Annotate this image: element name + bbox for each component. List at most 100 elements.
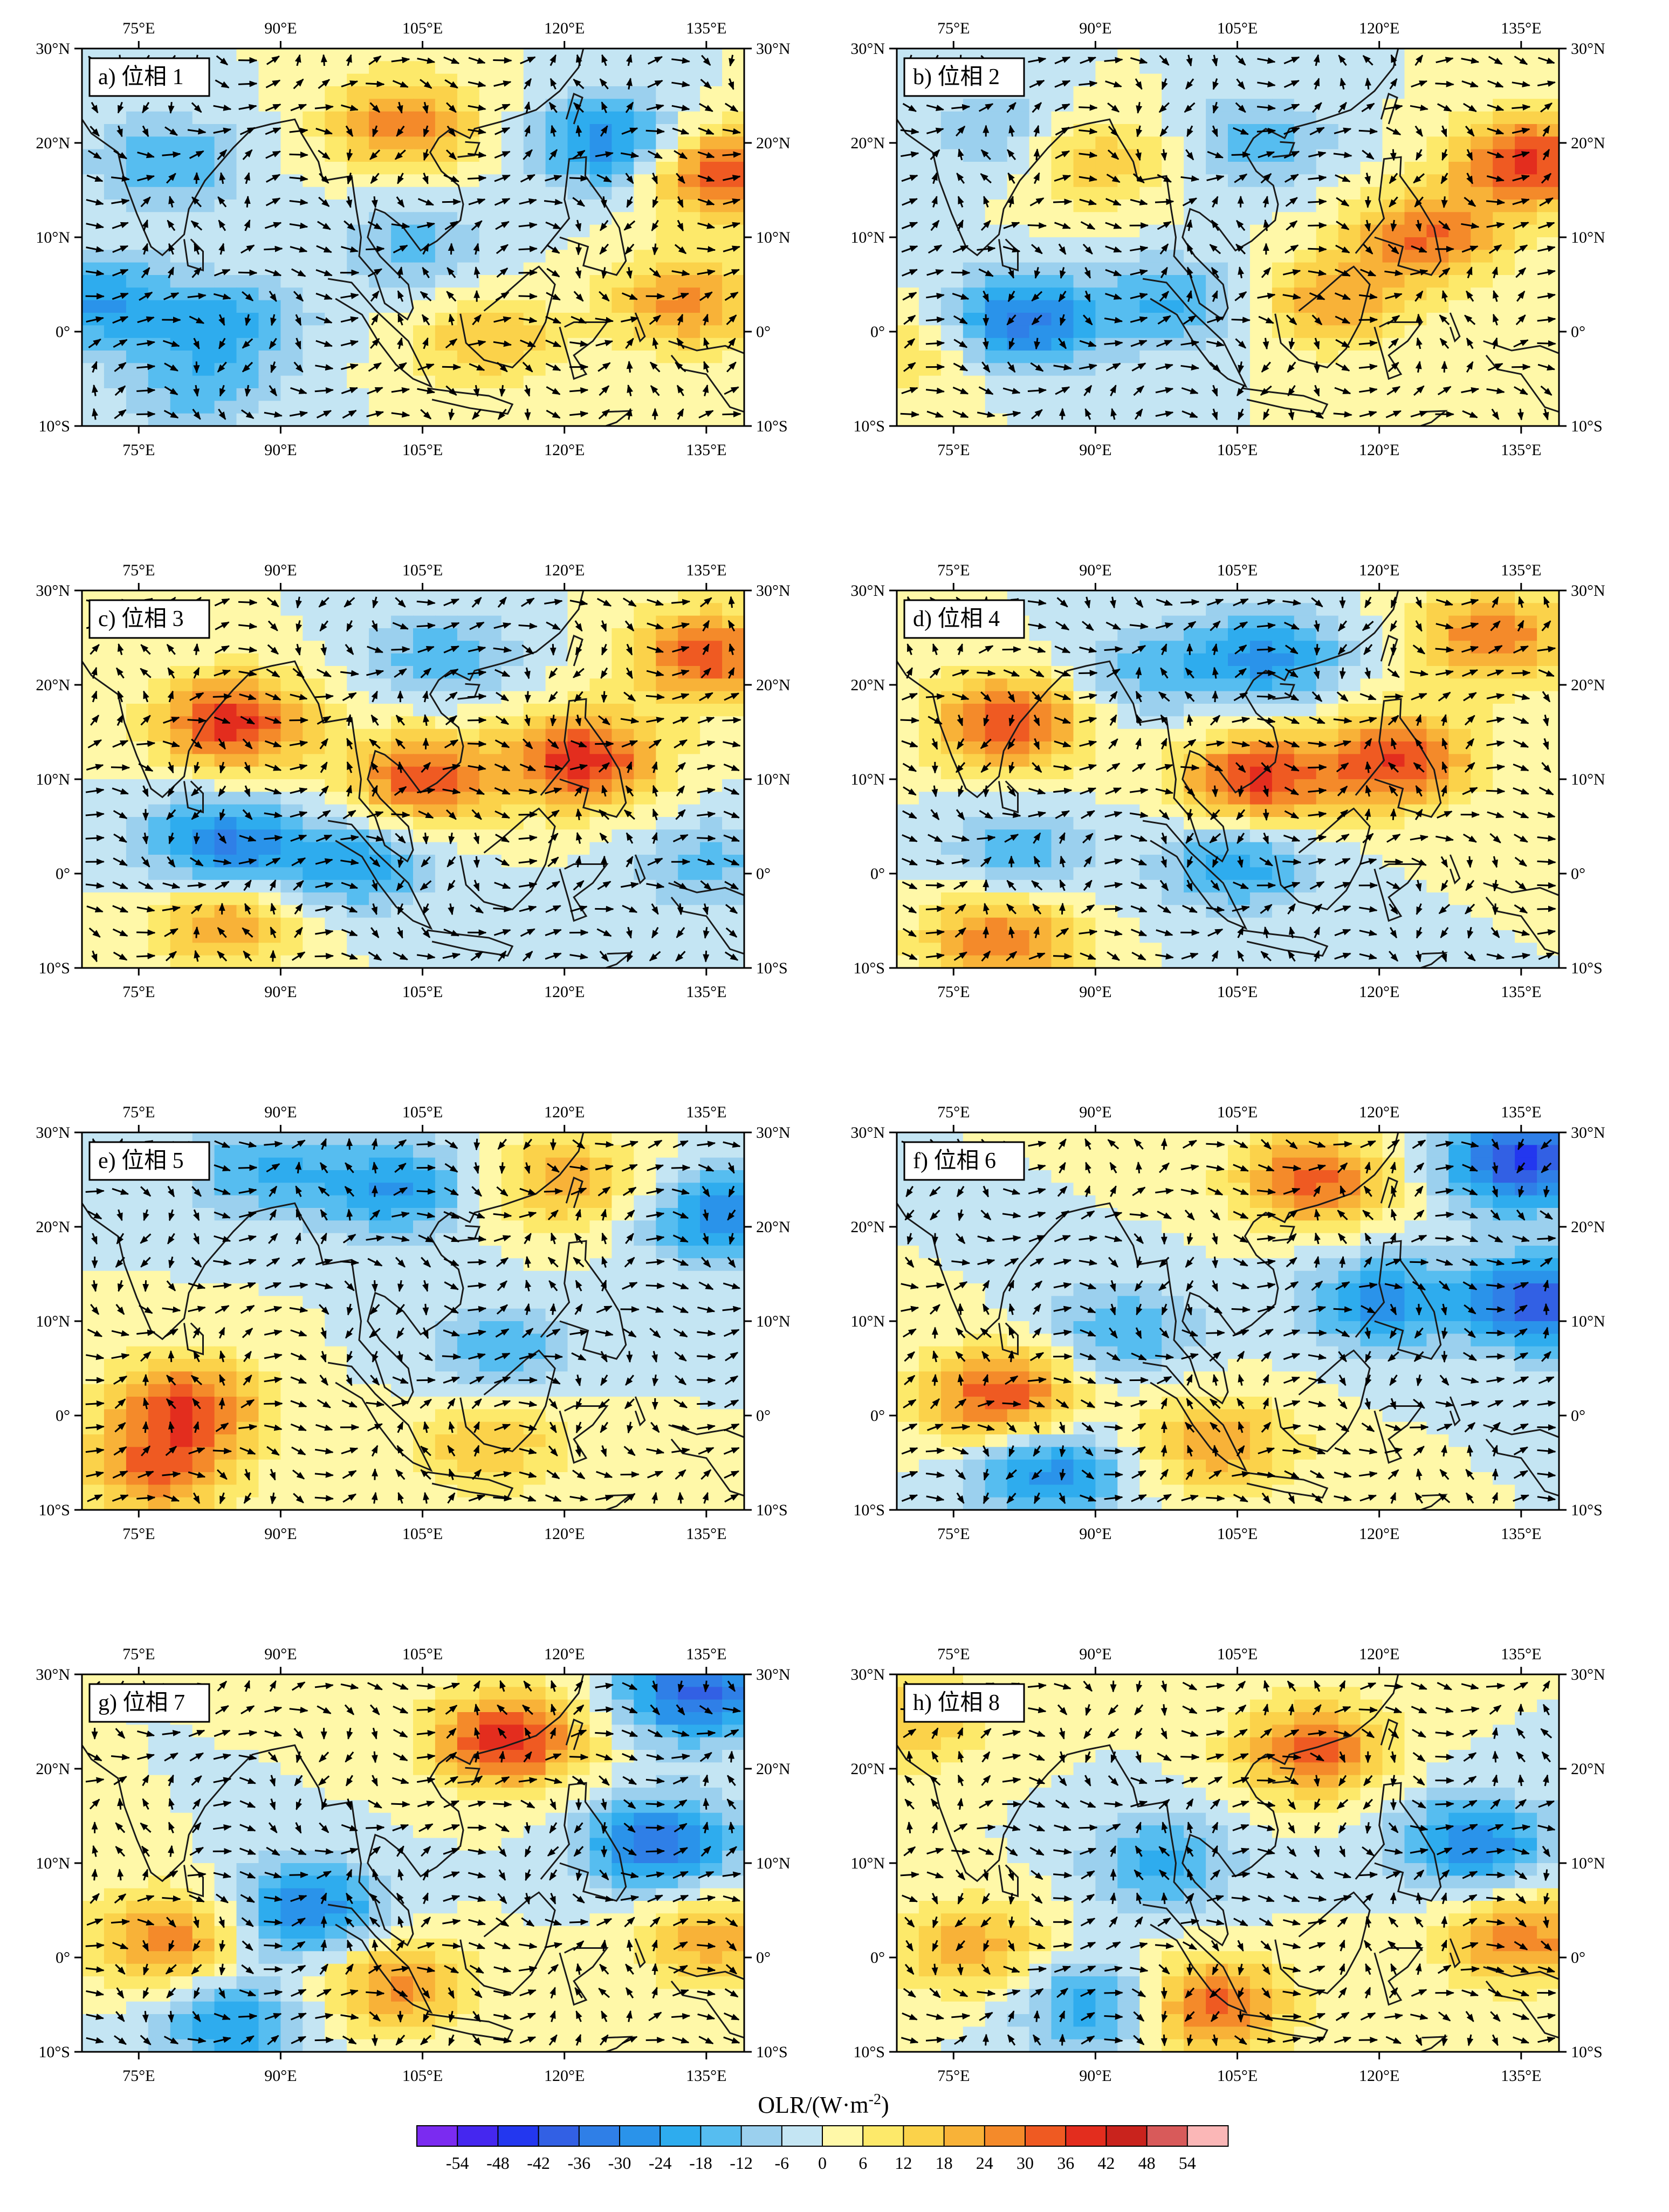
lat-tick-label: 0° [1571,865,1585,883]
lat-tick-label: 30°N [756,40,791,58]
lon-tick-label: 120°E [544,2067,585,2085]
lon-tick-label: 90°E [264,1645,297,1663]
colorbar-label: -24 [649,2153,672,2173]
lat-tick-label: 0° [756,1407,771,1425]
colorbar-swatch [862,2125,904,2147]
lat-tick-label: 20°N [756,1760,791,1778]
coastlines [897,1132,1559,1510]
lon-tick-label: 90°E [1079,441,1111,459]
lon-tick-label: 90°E [1079,19,1111,37]
wind-vectors [85,1680,741,2046]
lon-tick-label: 75°E [122,19,155,37]
olr-field [82,1674,744,2052]
lon-tick-label: 135°E [1501,2067,1541,2085]
coastlines [82,590,744,968]
lon-tick-label: 135°E [686,983,726,1001]
lat-tick-label: 20°N [1571,1760,1605,1778]
map-panel-g: 75°E 75°E 90°E 90°E 105°E 105°E 120°E 120°E 135°… [36,1645,790,2085]
lon-tick-label: 90°E [264,1525,297,1543]
lon-tick-label: 105°E [1217,1645,1258,1663]
lon-tick-label: 135°E [686,2067,726,2085]
lat-tick-label: 0° [756,1949,771,1967]
lon-tick-label: 105°E [402,441,443,459]
lon-tick-label: 90°E [1079,1645,1111,1663]
colorbar-swatch [619,2125,661,2147]
lon-tick-label: 75°E [122,441,155,459]
colorbar-swatch [660,2125,702,2147]
lon-tick-label: 120°E [1359,1645,1399,1663]
lat-tick-label: 0° [1571,1949,1585,1967]
lon-tick-label: 90°E [1079,561,1111,579]
lat-tick-label: 20°N [1571,676,1605,694]
colorbar-swatch [1025,2125,1067,2147]
colorbar-swatch [740,2125,783,2147]
lon-tick-label: 90°E [264,441,297,459]
colorbar-label: 54 [1179,2153,1196,2173]
lat-tick-label: 0° [56,1407,70,1425]
lat-tick-label: 30°N [850,40,885,58]
colorbar-swatch [943,2125,986,2147]
lat-tick-label: 30°N [1571,582,1605,600]
lon-tick-label: 105°E [402,983,443,1001]
lon-tick-label: 105°E [1217,19,1258,37]
lat-tick-label: 10°N [850,1313,885,1330]
lon-tick-label: 135°E [686,561,726,579]
colorbar-label: 42 [1097,2153,1115,2173]
colorbar-label: 12 [895,2153,912,2173]
lon-tick-label: 120°E [544,1525,585,1543]
colorbar-label: 18 [936,2153,953,2173]
colorbar-swatch [1186,2125,1229,2147]
panel-label-text: h) 位相 8 [913,1690,1000,1715]
map-panel-e: 75°E 75°E 90°E 90°E 105°E 105°E 120°E 120°E 135°… [36,1103,790,1543]
lat-tick-label: 20°N [36,1218,70,1236]
colorbar-label: -48 [486,2153,510,2173]
lat-tick-label: 10°S [756,959,788,977]
lat-tick-label: 10°S [1571,417,1603,435]
lat-tick-label: 0° [56,865,70,883]
panel-label-text: a) 位相 1 [98,64,184,90]
colorbar: OLR/(W·m-2) -54 -48 -42 -36 -30 -24 -18 -12 -6 0 6 1… [416,2091,1229,2173]
lat-tick-label: 30°N [1571,1124,1605,1142]
lat-tick-label: 10°N [850,229,885,246]
lat-tick-label: 30°N [756,1666,791,1684]
lon-tick-label: 75°E [937,561,970,579]
lon-tick-label: 120°E [1359,1525,1399,1543]
lat-tick-label: 20°N [850,1760,885,1778]
lon-tick-label: 135°E [686,1645,726,1663]
lon-tick-label: 135°E [686,441,726,459]
lat-tick-label: 30°N [756,582,791,600]
colorbar-label: -30 [608,2153,631,2173]
colorbar-label: 0 [818,2153,827,2173]
lat-tick-label: 0° [870,1949,885,1967]
lon-tick-label: 105°E [402,2067,443,2085]
lat-tick-label: 10°N [1571,229,1605,246]
colorbar-label: 48 [1138,2153,1156,2173]
lon-tick-label: 120°E [1359,2067,1399,2085]
lon-tick-label: 135°E [1501,1645,1541,1663]
lat-tick-label: 30°N [36,1124,70,1142]
panel-label: c) 位相 3 [88,599,210,639]
map-panel-h: 75°E 75°E 90°E 90°E 105°E 105°E 120°E 120°E 135°… [850,1645,1605,2085]
colorbar-swatch [700,2125,743,2147]
colorbar-swatch [416,2125,458,2147]
panel-label: a) 位相 1 [88,57,210,97]
lon-tick-label: 135°E [686,19,726,37]
map-panel-d: 75°E 75°E 90°E 90°E 105°E 105°E 120°E 120°E 135°… [850,561,1605,1001]
lon-tick-label: 90°E [264,983,297,1001]
map-panel-a: 75°E 75°E 90°E 90°E 105°E 105°E 120°E 120°E 135°… [36,19,790,459]
wind-vectors [900,54,1556,421]
lat-tick-label: 10°S [38,2043,70,2061]
lat-tick-label: 10°N [36,1313,70,1330]
lat-tick-label: 20°N [756,134,791,152]
lat-tick-label: 10°N [36,771,70,788]
colorbar-label: 36 [1057,2153,1074,2173]
lat-tick-label: 10°S [1571,2043,1603,2061]
lon-tick-label: 120°E [1359,441,1399,459]
lat-tick-label: 0° [870,1407,885,1425]
lat-tick-label: 0° [56,1949,70,1967]
lat-tick-label: 20°N [36,134,70,152]
lat-tick-label: 10°S [853,417,885,435]
lon-tick-label: 135°E [1501,1525,1541,1543]
